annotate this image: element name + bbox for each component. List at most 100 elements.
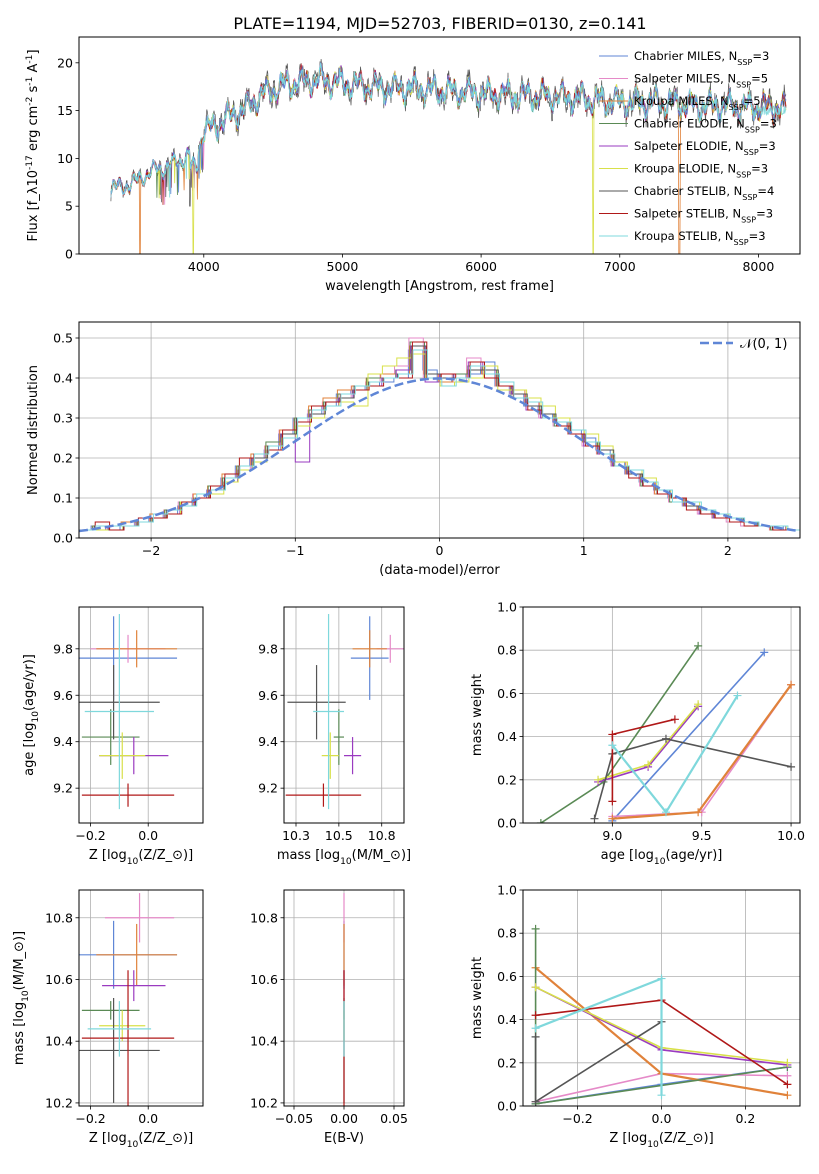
tick-label-x: 10.3 [282,828,310,843]
tick-label-y: 15 [57,103,73,118]
tick-label-y: 0.0 [53,531,73,546]
tick-label-y: 9.6 [53,688,73,703]
marker-kroupa-stelib [608,741,617,750]
marker-kroupa-stelib [657,974,666,983]
tick-label-y: 0.8 [497,643,517,658]
tick-label-y: 10.6 [45,972,73,987]
tick-label-x: −0.05 [275,1111,313,1126]
y-axis-label: mass weight [470,674,485,756]
tick-label-x: 8000 [742,259,774,274]
age-vs-z-axes: −0.2 0.0 9.2 9.4 9.6 9.8 Z [log10(Z/Z_⊙)] age [… [22,607,203,867]
mass-vs-ebv-axes: −0.05 0.00 0.05 10.2 10.4 10.6 10.8 E(B-V) [250,890,408,1146]
tick-label-y: 1.0 [497,883,517,898]
marker-salpeter-miles [783,1071,792,1080]
marker-kroupa-stelib [531,1024,540,1033]
tick-label-x: 0.0 [652,1111,672,1126]
tick-label-y: 0.1 [53,491,73,506]
marker-chabrier-stelib [661,734,670,743]
marker-kroupa-elodie [594,775,603,784]
tick-label-x: 10.0 [777,828,805,843]
marker-chabrier-stelib [590,814,599,823]
tick-label-y: 9.6 [258,688,278,703]
x-axis-label: mass [log10(M/M_⊙)] [277,848,411,867]
spectrum-line-chabrier-miles [110,62,787,195]
weight-vs-z-axes: −0.2 0.0 0.2 0.0 0.2 0.4 0.6 0.8 1.0 Z [log10(Z/Z… [470,883,800,1150]
marker-salpeter-stelib [670,715,679,724]
spectrum-lines [110,58,787,254]
hist-kroupa-stelib [81,349,800,531]
tick-label-y: 1.0 [497,600,517,615]
y-axis-label: mass [log10(M/M_⊙)] [12,931,31,1065]
x-axis-label: age [log10(age/yr)] [601,848,723,867]
tick-label-y: 0.8 [497,926,517,941]
tick-label-y: 10 [57,151,73,166]
tick-label-x: 5000 [327,259,359,274]
tick-label-x: 6000 [465,259,497,274]
age-vs-mass-frame [283,606,405,824]
legend-entry: Salpeter ELODIE, NSSP=3 [634,139,776,157]
weight-vs-z-lines [531,924,792,1106]
tick-label-x: 0.05 [380,1111,408,1126]
marker-chabrier-stelib [531,1097,540,1106]
tick-label-y: 0.4 [497,729,517,744]
tick-label-y: 9.2 [53,781,73,796]
tick-label-y: 10.8 [250,910,278,925]
tick-label-x: 7000 [604,259,636,274]
x-axis-label: Z [log10(Z/Z_⊙)] [89,848,193,867]
tick-label-x: 9.0 [602,828,622,843]
marker-kroupa-miles [783,1091,792,1100]
tick-label-x: 0.0 [138,828,158,843]
marker-chabrier-stelib [787,762,796,771]
series-line-chabrier-miles [611,651,765,822]
marker-kroupa-elodie [531,983,540,992]
series-line-chabrier-stelib [593,737,792,819]
tick-label-x: 0.00 [330,1111,358,1126]
marker-kroupa-miles [608,814,617,823]
tick-label-y: 10.8 [45,910,73,925]
tick-label-y: 0.5 [53,331,73,346]
marker-salpeter-stelib [608,797,617,806]
tick-label-x: 0.2 [735,1111,755,1126]
tick-label-y: 9.4 [53,734,73,749]
marker-kroupa-miles [694,808,703,817]
tick-label-y: 10.2 [45,1095,73,1110]
marker-salpeter-stelib [608,730,617,739]
tick-label-y: 10.4 [45,1034,73,1049]
marker-kroupa-elodie [694,700,703,709]
tick-label-y: 10.2 [250,1095,278,1110]
x-axis-label: E(B-V) [324,1131,364,1146]
tick-label-y: 0.4 [497,1012,517,1027]
marker-chabrier-elodie [531,924,540,933]
histogram-group [79,337,800,533]
spectrum-axes: 4000 5000 6000 7000 8000 0 5 10 15 20 wavelength [… [25,49,774,294]
tick-label-x: −2 [142,543,160,558]
figure-title: PLATE=1194, MJD=52703, FIBERID=0130, z=0… [233,14,646,33]
marker-kroupa-elodie [644,760,653,769]
weight-vs-age-lines [536,641,796,823]
age-vs-z-points [79,613,178,810]
tick-label-x: −0.2 [75,1111,105,1126]
x-axis-label: Z [log10(Z/Z_⊙)] [89,1131,193,1150]
y-axis-label: Normed distribution [26,365,41,495]
normal-curve [79,377,800,533]
tick-label-x: 1 [580,543,588,558]
tick-label-y: 0.0 [497,816,517,831]
legend-entry: Kroupa STELIB, NSSP=3 [634,229,766,247]
tick-label-x: −1 [286,543,304,558]
tick-label-y: 0.4 [53,371,73,386]
tick-label-x: −0.2 [75,828,105,843]
y-axis-label: mass weight [470,957,485,1039]
tick-label-y: 9.8 [258,641,278,656]
tick-label-x: 0.0 [138,1111,158,1126]
tick-label-x: 10.8 [368,828,396,843]
marker-chabrier-miles [760,648,769,657]
marker-chabrier-elodie [694,641,703,650]
tick-label-x: 9.5 [692,828,712,843]
legend-entry: Kroupa MILES, NSSP=5 [634,94,761,112]
tick-label-y: 9.4 [258,734,278,749]
legend-entry: Salpeter MILES, NSSP=5 [634,72,768,90]
tick-label-y: 5 [65,199,73,214]
tick-label-y: 0 [65,247,73,262]
hist-salpeter-miles [79,337,799,531]
